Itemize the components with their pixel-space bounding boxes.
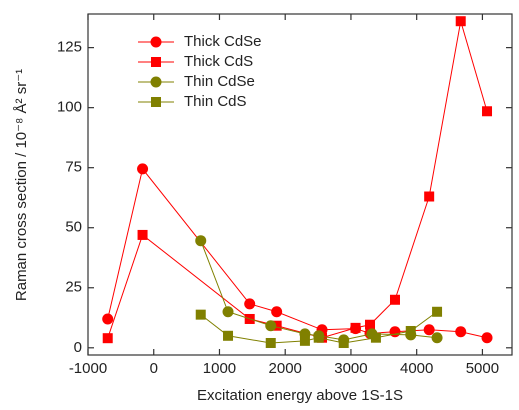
data-point: [223, 330, 234, 341]
y-tick-label: 50: [65, 219, 82, 236]
data-point: [481, 332, 493, 344]
data-point: [299, 335, 310, 346]
data-point: [244, 298, 256, 310]
y-tick-label: 100: [57, 99, 82, 116]
data-point: [271, 320, 282, 331]
legend-label: Thick CdS: [184, 53, 253, 70]
data-point: [424, 191, 435, 202]
data-point: [137, 163, 149, 175]
data-point: [423, 324, 435, 336]
data-point: [350, 322, 361, 333]
y-tick-label: 125: [57, 39, 82, 56]
data-point: [455, 16, 466, 27]
data-point: [102, 333, 113, 344]
data-point: [265, 320, 277, 332]
x-tick-label: -1000: [69, 360, 107, 377]
data-point: [482, 106, 493, 117]
x-tick-label: 3000: [334, 360, 367, 377]
data-point: [265, 337, 276, 348]
data-point: [102, 313, 114, 325]
y-tick-label: 0: [74, 339, 82, 356]
x-tick-label: 0: [150, 360, 158, 377]
data-point: [455, 326, 467, 338]
data-point: [432, 306, 443, 317]
x-tick-label: 1000: [203, 360, 236, 377]
x-axis-label: Excitation energy above 1S-1S: [197, 387, 403, 404]
data-point: [338, 337, 349, 348]
data-point: [389, 326, 401, 338]
data-point: [222, 306, 234, 318]
series-line: [200, 240, 438, 341]
data-point: [195, 235, 207, 247]
data-point: [431, 332, 443, 344]
legend-label: Thin CdSe: [184, 73, 255, 90]
data-point: [313, 332, 324, 343]
plot-frame: [87, 13, 513, 356]
legend-label: Thin CdS: [184, 93, 247, 110]
legend-marker: [150, 76, 162, 88]
data-point: [370, 332, 381, 343]
legend-marker: [151, 97, 161, 107]
x-tick-label: 5000: [466, 360, 499, 377]
data-point: [137, 229, 148, 240]
y-tick-label: 75: [65, 159, 82, 176]
series-line: [107, 21, 488, 339]
legend-label: Thick CdSe: [184, 33, 262, 50]
data-point: [365, 319, 376, 330]
x-tick-label: 2000: [269, 360, 302, 377]
legend-marker: [151, 57, 161, 67]
y-axis-label: Raman cross section / 10⁻⁸ Å² sr⁻¹: [13, 69, 30, 301]
data-point: [405, 325, 416, 336]
x-tick-label: 4000: [400, 360, 433, 377]
data-point: [389, 294, 400, 305]
legend-marker: [150, 36, 162, 48]
y-tick-label: 25: [65, 279, 82, 296]
data-point: [271, 306, 283, 318]
data-point: [195, 309, 206, 320]
